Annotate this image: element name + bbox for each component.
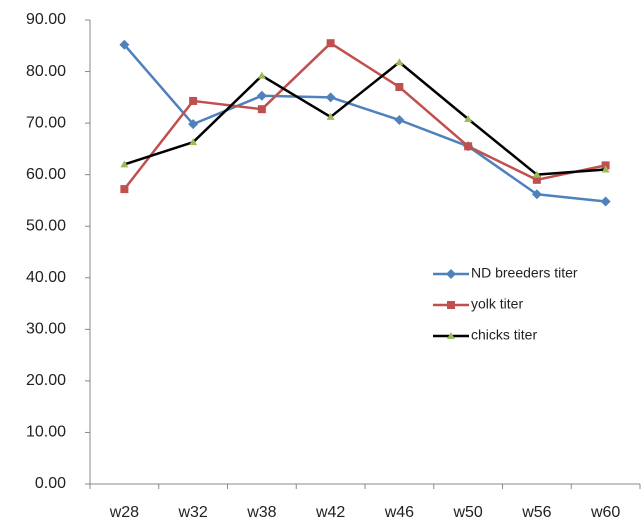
- marker: [120, 160, 129, 168]
- series-line: [123, 41, 606, 190]
- marker: [531, 189, 542, 200]
- y-tick-label: 70.00: [26, 114, 66, 131]
- marker: [395, 58, 404, 66]
- marker: [119, 39, 130, 50]
- marker: [257, 105, 266, 114]
- y-tick-label: 20.00: [26, 372, 66, 389]
- marker: [601, 161, 610, 170]
- marker: [325, 92, 336, 103]
- marker: [532, 170, 541, 178]
- marker: [601, 165, 610, 173]
- marker: [447, 301, 455, 309]
- x-tick-label: w38: [246, 504, 276, 521]
- marker: [189, 138, 198, 146]
- marker: [120, 185, 129, 194]
- marker: [394, 115, 405, 126]
- x-tick-label: w32: [177, 504, 207, 521]
- marker: [326, 39, 335, 48]
- marker: [600, 196, 611, 207]
- legend-label: ND breeders titer: [471, 265, 578, 281]
- marker: [257, 71, 266, 79]
- legend-label: chicks titer: [471, 327, 537, 343]
- x-tick-label: w56: [521, 504, 551, 521]
- legend-label: yolk titer: [471, 296, 523, 312]
- marker: [464, 142, 473, 151]
- x-tick-label: w46: [384, 504, 414, 521]
- x-tick-label: w50: [452, 504, 482, 521]
- y-tick-label: 0.00: [35, 475, 66, 492]
- marker: [446, 269, 456, 279]
- y-tick-label: 80.00: [26, 63, 66, 80]
- legend: ND breeders titer yolk titer chicks titer: [433, 265, 578, 343]
- marker: [532, 175, 541, 184]
- marker: [447, 332, 455, 339]
- y-tick-label: 30.00: [26, 321, 66, 338]
- series-line: [123, 43, 606, 203]
- x-tick-label: w42: [315, 504, 345, 521]
- y-tick-label: 10.00: [26, 424, 66, 441]
- x-tick-label: w28: [109, 504, 139, 521]
- marker: [395, 83, 404, 92]
- y-tick-label: 40.00: [26, 269, 66, 286]
- marker: [189, 96, 198, 105]
- series-line: [123, 61, 606, 176]
- y-tick-label: 90.00: [26, 11, 66, 28]
- marker: [464, 114, 473, 122]
- marker: [256, 90, 267, 101]
- marker: [326, 112, 335, 120]
- y-tick-label: 50.00: [26, 217, 66, 234]
- y-tick-label: 60.00: [26, 166, 66, 183]
- marker: [188, 119, 199, 130]
- x-tick-label: w60: [590, 504, 620, 521]
